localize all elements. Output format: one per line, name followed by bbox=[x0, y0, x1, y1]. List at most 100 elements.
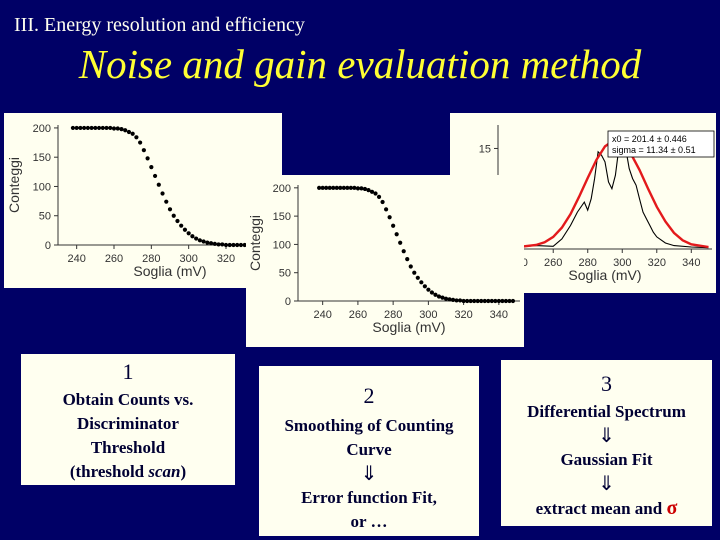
data-point bbox=[82, 125, 87, 131]
y-tick-label: 0 bbox=[285, 296, 291, 308]
data-point bbox=[96, 125, 102, 131]
data-point bbox=[338, 185, 343, 190]
data-point bbox=[212, 241, 217, 246]
sigma-symbol: σ bbox=[666, 497, 678, 519]
data-point bbox=[419, 280, 424, 285]
data-point bbox=[510, 298, 516, 304]
data-point bbox=[362, 186, 368, 192]
data-point bbox=[85, 125, 90, 131]
x-tick-label: 260 bbox=[349, 309, 367, 321]
y-tick-label: 100 bbox=[33, 181, 51, 193]
data-point bbox=[182, 227, 188, 232]
data-point bbox=[408, 264, 413, 269]
x-tick-label: 260 bbox=[105, 253, 123, 265]
data-point bbox=[119, 126, 124, 132]
y-tick-label: 200 bbox=[33, 123, 51, 135]
data-point bbox=[373, 191, 378, 196]
step-2-line-3: Error function Fit, bbox=[301, 488, 437, 507]
data-point bbox=[352, 185, 357, 190]
data-point bbox=[493, 298, 498, 304]
data-point bbox=[175, 218, 180, 224]
data-point bbox=[152, 173, 158, 179]
step-box-2: 2 Smoothing of Counting Curve ⇓ Error fu… bbox=[259, 366, 479, 536]
data-point bbox=[457, 298, 463, 303]
chart-2-svg: 240 260 280 300 320 340 0 50 100 150 200 Soglia (mV… bbox=[247, 183, 520, 335]
fit-legend-line: sigma = 11.34 ± 0.51 bbox=[612, 145, 696, 155]
data-point bbox=[186, 231, 191, 236]
data-point bbox=[394, 232, 399, 237]
data-point bbox=[433, 292, 438, 297]
data-point bbox=[496, 298, 501, 304]
chart-panel-2: 240 260 280 300 320 340 0 50 100 150 200 Soglia (mV… bbox=[246, 175, 524, 347]
data-point bbox=[440, 295, 445, 300]
data-point bbox=[108, 125, 113, 131]
data-point bbox=[482, 298, 487, 304]
data-point bbox=[479, 298, 484, 304]
data-point bbox=[405, 257, 410, 262]
data-point bbox=[111, 126, 117, 131]
data-point bbox=[220, 242, 225, 247]
step-1-line-4b: scan bbox=[148, 462, 181, 481]
y-axis-label: Conteggi bbox=[247, 215, 263, 271]
data-point bbox=[454, 298, 459, 303]
data-point bbox=[447, 297, 452, 302]
step-1-line-1: Obtain Counts vs. bbox=[62, 390, 194, 409]
x-tick-label: 240 bbox=[313, 309, 331, 321]
step-2-line-1: Smoothing of Counting bbox=[284, 416, 454, 435]
data-point bbox=[93, 125, 98, 131]
step-number-2: 2 bbox=[363, 383, 375, 408]
data-point bbox=[366, 187, 371, 193]
data-point bbox=[472, 298, 477, 304]
x-tick-label: 340 bbox=[682, 257, 700, 269]
down-arrow-icon: ⇓ bbox=[598, 425, 615, 447]
data-point bbox=[436, 294, 442, 299]
data-point bbox=[123, 128, 128, 133]
step-1-line-4a: (threshold bbox=[69, 462, 149, 481]
data-point bbox=[398, 240, 403, 245]
data-point bbox=[145, 156, 150, 161]
data-point bbox=[383, 207, 389, 212]
data-point bbox=[115, 126, 120, 131]
data-point bbox=[415, 275, 420, 280]
data-point bbox=[401, 249, 406, 254]
data-point bbox=[443, 296, 449, 301]
data-point bbox=[327, 185, 332, 190]
x-axis-label: Soglia (mV) bbox=[372, 319, 445, 335]
step-1-line-2: Discriminator bbox=[77, 414, 179, 433]
data-point bbox=[324, 185, 329, 190]
step-1-line-4c: ) bbox=[180, 462, 187, 481]
data-point bbox=[197, 238, 202, 243]
data-point bbox=[426, 287, 431, 292]
data-point bbox=[489, 298, 494, 304]
data-point bbox=[387, 215, 392, 220]
data-point bbox=[475, 298, 480, 304]
data-point bbox=[89, 125, 94, 131]
x-axis-label: Soglia (mV) bbox=[568, 267, 641, 283]
data-point bbox=[345, 185, 350, 190]
data-point bbox=[156, 182, 161, 187]
data-point bbox=[429, 290, 435, 295]
data-point bbox=[190, 234, 195, 239]
y-tick-label: 50 bbox=[279, 268, 291, 280]
x-tick-label: 240 bbox=[67, 253, 85, 265]
data-point bbox=[380, 199, 385, 205]
y-axis-label: Conteggi bbox=[6, 157, 22, 213]
data-point bbox=[100, 125, 105, 131]
y-tick-label: 100 bbox=[273, 239, 291, 251]
data-point bbox=[320, 185, 325, 190]
y-tick-label: 150 bbox=[273, 211, 291, 223]
data-point bbox=[231, 242, 236, 248]
data-point bbox=[138, 140, 143, 145]
data-point bbox=[235, 242, 240, 248]
data-point bbox=[223, 242, 229, 248]
data-point bbox=[208, 241, 214, 246]
data-point bbox=[468, 298, 473, 304]
y-tick-label: 50 bbox=[39, 211, 51, 223]
step-3-line-3: extract mean and bbox=[535, 499, 667, 518]
data-point bbox=[422, 284, 427, 289]
data-point bbox=[130, 131, 135, 136]
x-tick-label: 320 bbox=[454, 309, 472, 321]
x-axis-label: Soglia (mV) bbox=[133, 263, 206, 279]
